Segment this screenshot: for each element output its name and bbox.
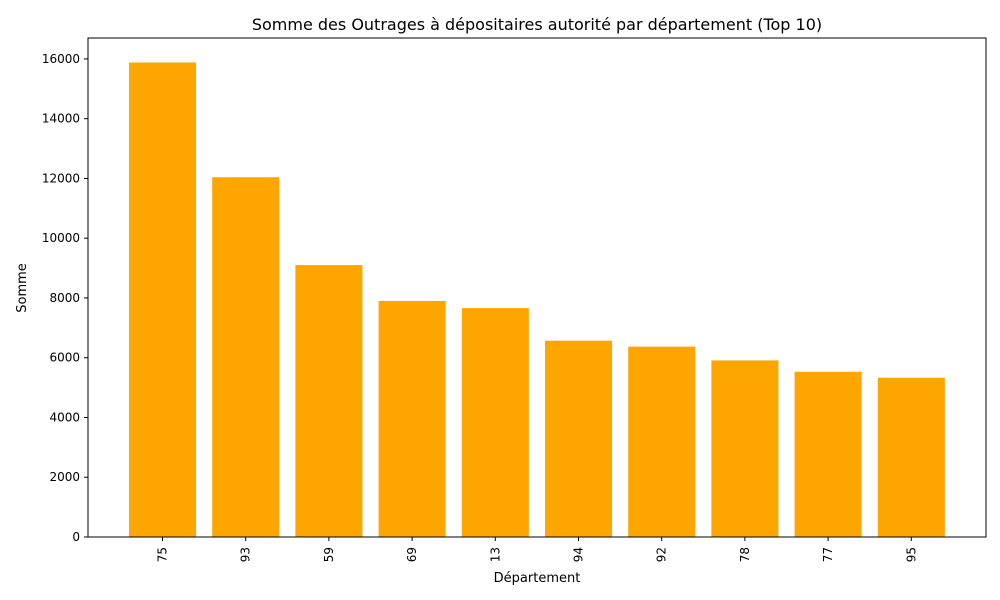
y-tick-label-10000: 10000 [42,231,80,245]
y-tick-label-16000: 16000 [42,52,80,66]
y-tick-label-2000: 2000 [49,470,80,484]
chart-title: Somme des Outrages à dépositaires autori… [252,15,822,34]
bar-95 [877,377,945,537]
x-tick-label-94: 94 [572,547,586,562]
bar-92 [628,346,696,537]
x-axis: 75 93 59 69 13 94 92 78 77 95 [156,537,918,562]
bar-75 [129,62,196,537]
y-tick-label-14000: 14000 [42,112,80,126]
bar-77 [794,371,862,537]
x-tick-label-92: 92 [655,547,669,562]
x-tick-label-59: 59 [322,547,336,562]
bar-93 [212,177,280,537]
bar-59 [295,265,363,537]
y-tick-label-8000: 8000 [49,291,80,305]
y-tick-label-0: 0 [72,530,80,544]
bar-69 [378,300,446,537]
y-axis: 0 2000 4000 6000 8000 10000 12000 14000 16000 [42,52,88,544]
bar-13 [461,308,529,537]
bar-78 [711,360,779,537]
y-tick-label-12000: 12000 [42,171,80,185]
plot-frame [87,37,987,538]
y-tick-label-4000: 4000 [49,410,80,424]
x-tick-label-69: 69 [405,547,419,562]
x-tick-label-77: 77 [821,547,835,562]
x-tick-label-75: 75 [156,547,170,562]
y-axis-label: Somme [15,263,30,313]
x-axis-label: Département [494,571,581,586]
bars-group [129,62,945,537]
x-tick-label-95: 95 [904,547,918,562]
x-tick-label-13: 13 [488,547,502,562]
y-tick-label-6000: 6000 [49,351,80,365]
x-tick-label-78: 78 [738,547,752,562]
bar-94 [545,340,612,537]
x-tick-label-93: 93 [239,547,253,562]
